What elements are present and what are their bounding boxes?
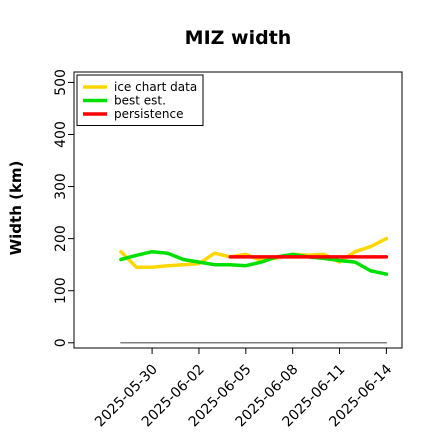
legend-label: persistence: [114, 107, 183, 121]
y-tick-label: 300: [53, 173, 69, 200]
y-tick-label: 100: [53, 277, 69, 304]
y-axis-label: Width (km): [7, 161, 25, 256]
series-line-best-est-: [119, 249, 389, 276]
legend-label: best est.: [114, 94, 166, 108]
legend-label: ice chart data: [114, 80, 197, 94]
y-tick-label: 0: [53, 338, 69, 347]
y-tick-label: 400: [53, 121, 69, 148]
chart-title: MIZ width: [185, 27, 292, 49]
y-tick-label: 500: [53, 69, 69, 96]
y-axis-ticks: 0 100 200 300 400 500: [53, 69, 74, 347]
y-tick-label: 200: [53, 225, 69, 252]
plot-frame: [73, 71, 403, 349]
series-layer: [119, 236, 389, 344]
